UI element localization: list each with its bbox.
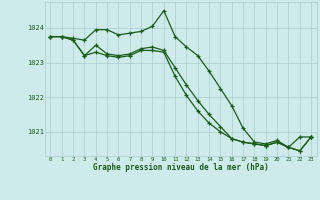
X-axis label: Graphe pression niveau de la mer (hPa): Graphe pression niveau de la mer (hPa) (93, 163, 269, 172)
